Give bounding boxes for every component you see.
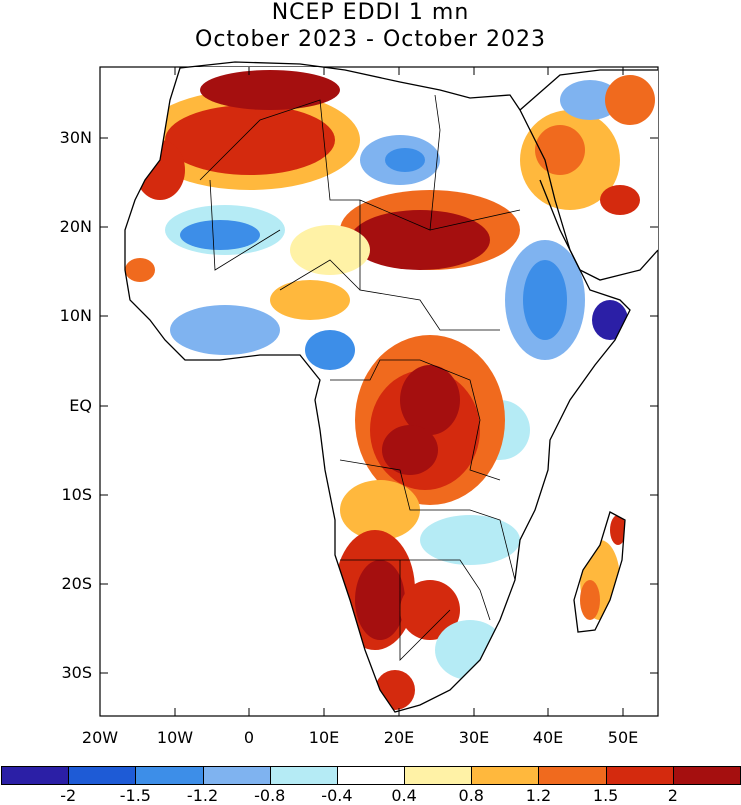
lat-label-30n: 30N bbox=[59, 128, 92, 147]
colorbar-swatch bbox=[471, 766, 540, 785]
lon-label-0: 0 bbox=[243, 728, 255, 747]
colorbar-label: 0.8 bbox=[458, 786, 484, 805]
lat-label-eq: EQ bbox=[69, 396, 92, 415]
colorbar-swatch bbox=[538, 766, 607, 785]
lon-label-20w: 20W bbox=[81, 728, 119, 747]
colorbar-swatch bbox=[135, 766, 204, 785]
colorbar-label: -0.4 bbox=[321, 786, 353, 805]
colorbar-swatch bbox=[1, 766, 70, 785]
colorbar-label: 1.5 bbox=[592, 786, 619, 805]
lon-label-10w: 10W bbox=[156, 728, 194, 747]
coastlines bbox=[124, 61, 659, 713]
colorbar-swatch bbox=[336, 766, 406, 785]
country-borders bbox=[199, 94, 521, 661]
colorbar-label: -2 bbox=[60, 786, 77, 805]
lon-label-10e: 10E bbox=[308, 728, 340, 747]
map-title: NCEP EDDI 1 mn bbox=[271, 0, 470, 25]
colorbar-label: 0.4 bbox=[391, 786, 417, 805]
lon-label-30e: 30E bbox=[458, 728, 490, 747]
colorbar-swatch bbox=[68, 766, 137, 785]
colorbar-swatch bbox=[202, 766, 271, 785]
colorbar-label: 1.2 bbox=[525, 786, 552, 805]
axis-ticks bbox=[100, 67, 658, 716]
colorbar-swatch bbox=[269, 766, 338, 785]
lon-label-50e: 50E bbox=[607, 728, 639, 747]
colorbar-swatch bbox=[672, 766, 741, 785]
colorbar-label: -1.5 bbox=[119, 786, 151, 805]
colorbar-label: -1.2 bbox=[186, 786, 219, 805]
colorbar-swatch bbox=[605, 766, 674, 785]
map-subtitle: October 2023 - October 2023 bbox=[195, 27, 546, 52]
lat-label-20s: 20S bbox=[61, 574, 92, 593]
lat-label-30s: 30S bbox=[61, 663, 92, 682]
lon-label-40e: 40E bbox=[532, 728, 564, 747]
colorbar-label: -0.8 bbox=[254, 786, 286, 805]
colorbar-label: 2 bbox=[667, 786, 678, 805]
lat-label-10s: 10S bbox=[61, 485, 92, 504]
lat-label-10n: 10N bbox=[59, 306, 92, 325]
colorbar-swatch bbox=[404, 766, 473, 785]
lon-label-20e: 20E bbox=[383, 728, 415, 747]
lat-label-20n: 20N bbox=[59, 217, 92, 236]
